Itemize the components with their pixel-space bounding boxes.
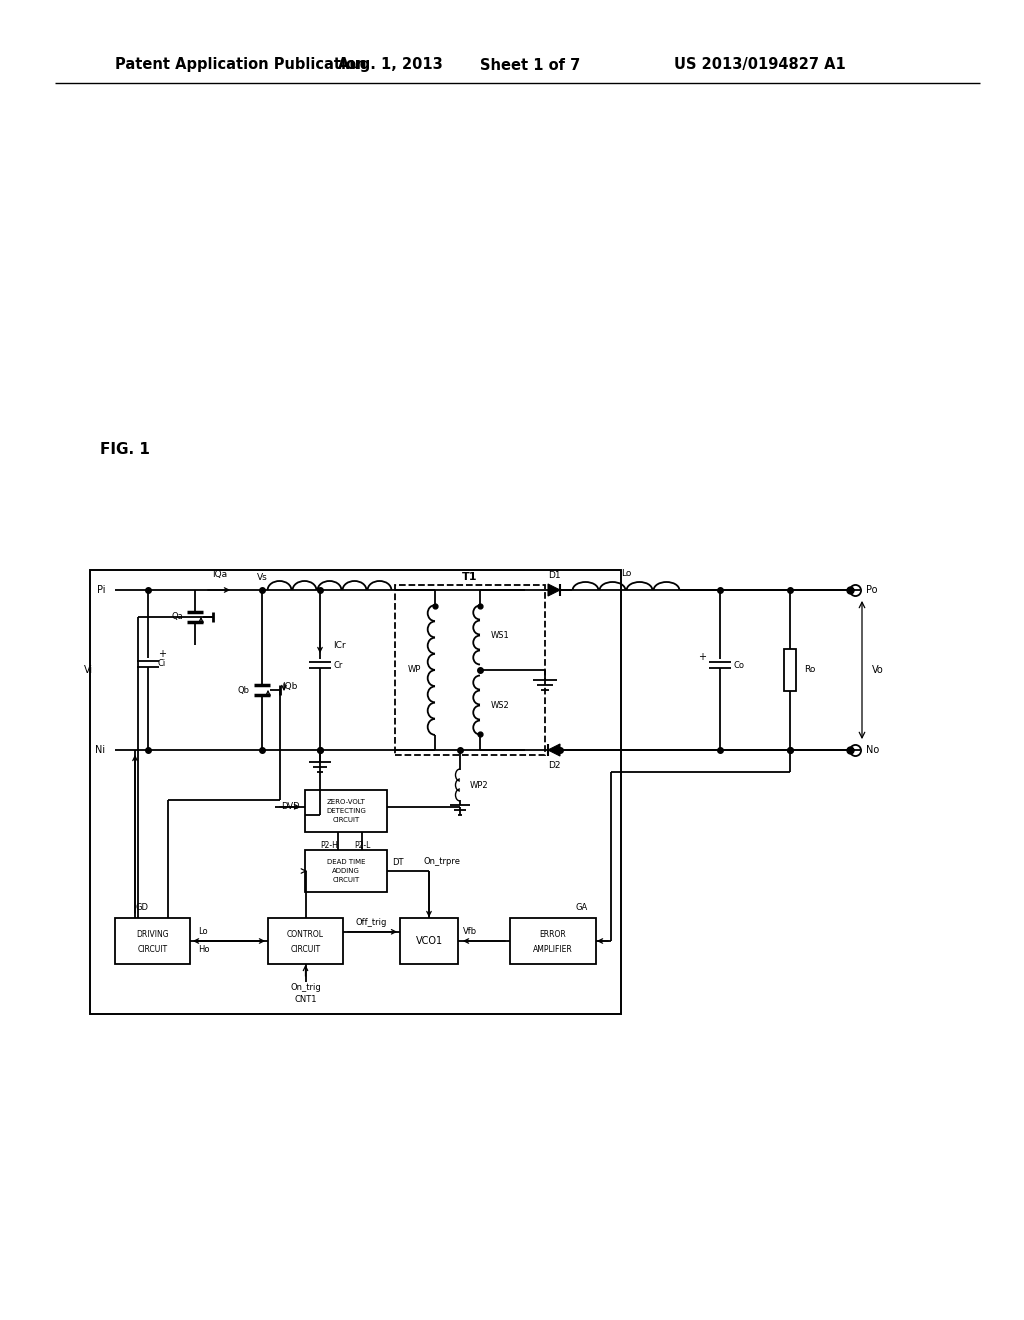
Text: Sheet 1 of 7: Sheet 1 of 7	[480, 58, 581, 73]
Text: WP2: WP2	[470, 780, 488, 789]
Bar	[400, 917, 458, 964]
Text: WP: WP	[408, 665, 421, 675]
Text: P2-H: P2-H	[321, 841, 339, 850]
Text: Patent Application Publication: Patent Application Publication	[115, 58, 367, 73]
Text: ICr: ICr	[333, 640, 346, 649]
Text: ERROR: ERROR	[540, 929, 566, 939]
Text: Vs: Vs	[257, 573, 267, 582]
Text: On_trpre: On_trpre	[424, 858, 461, 866]
Text: DVD: DVD	[282, 803, 300, 812]
Text: Lo: Lo	[198, 928, 208, 936]
Text: ZERO-VOLT: ZERO-VOLT	[327, 799, 366, 805]
Polygon shape	[548, 583, 560, 597]
Text: +: +	[158, 649, 166, 659]
Text: Cr: Cr	[333, 660, 342, 669]
Text: Ni: Ni	[95, 744, 105, 755]
Text: Qa: Qa	[171, 612, 183, 622]
Text: GA: GA	[575, 903, 588, 912]
Text: Pi: Pi	[96, 585, 105, 595]
Bar	[115, 917, 190, 964]
Text: IQb: IQb	[283, 682, 298, 692]
Text: Ho: Ho	[198, 945, 210, 954]
Bar	[305, 789, 387, 832]
Bar	[784, 649, 796, 690]
Text: D1: D1	[548, 570, 560, 579]
Text: CIRCUIT: CIRCUIT	[291, 945, 321, 954]
Text: +: +	[698, 652, 706, 663]
Text: T1: T1	[462, 572, 478, 582]
Text: Lo: Lo	[621, 569, 631, 578]
Bar	[305, 850, 387, 892]
Text: CNT1: CNT1	[294, 994, 316, 1003]
Text: FIG. 1: FIG. 1	[100, 442, 150, 458]
Text: DT: DT	[392, 858, 403, 867]
Text: Ro: Ro	[804, 665, 815, 675]
Text: Aug. 1, 2013: Aug. 1, 2013	[338, 58, 442, 73]
Text: Co: Co	[733, 660, 744, 669]
Text: Vi: Vi	[84, 665, 93, 675]
Text: DEAD TIME: DEAD TIME	[327, 859, 366, 865]
Text: CIRCUIT: CIRCUIT	[333, 817, 359, 824]
Text: Ci: Ci	[158, 660, 166, 668]
Bar	[510, 917, 596, 964]
Text: Off_trig: Off_trig	[355, 919, 387, 927]
Text: D2: D2	[548, 760, 560, 770]
Text: GD: GD	[135, 903, 148, 912]
Text: No: No	[866, 744, 880, 755]
Text: Qb: Qb	[238, 685, 250, 694]
Text: US 2013/0194827 A1: US 2013/0194827 A1	[674, 58, 846, 73]
Text: WS2: WS2	[490, 701, 510, 710]
Text: CONTROL: CONTROL	[287, 929, 324, 939]
Text: ADDING: ADDING	[332, 869, 360, 874]
Polygon shape	[548, 744, 560, 756]
Text: Vo: Vo	[872, 665, 884, 675]
Text: CIRCUIT: CIRCUIT	[137, 945, 168, 954]
Text: AMPLIFIER: AMPLIFIER	[534, 945, 572, 954]
Text: WS1: WS1	[490, 631, 510, 639]
Text: Po: Po	[866, 585, 878, 595]
Text: CIRCUIT: CIRCUIT	[333, 878, 359, 883]
Text: On_trig: On_trig	[290, 983, 321, 993]
Text: Vfb: Vfb	[463, 928, 477, 936]
Text: IQa: IQa	[212, 570, 227, 579]
Bar	[395, 585, 545, 755]
Text: DRIVING: DRIVING	[136, 929, 169, 939]
Bar	[90, 570, 621, 1014]
Bar	[268, 917, 343, 964]
Text: VCO1: VCO1	[416, 936, 442, 946]
Text: P2-L: P2-L	[354, 841, 371, 850]
Text: DETECTING: DETECTING	[326, 808, 366, 814]
